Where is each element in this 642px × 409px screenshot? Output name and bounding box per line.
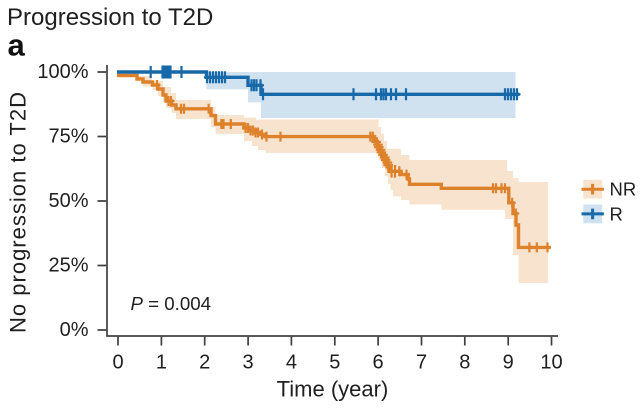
- svg-text:3: 3: [243, 352, 254, 374]
- svg-text:Progression to T2D: Progression to T2D: [7, 4, 213, 31]
- svg-text:7: 7: [416, 352, 427, 374]
- svg-text:0: 0: [112, 352, 123, 374]
- svg-text:75%: 75%: [48, 126, 88, 148]
- svg-text:0%: 0%: [60, 319, 89, 341]
- svg-text:100%: 100%: [37, 61, 88, 83]
- svg-text:P = 0.004: P = 0.004: [131, 293, 212, 314]
- svg-text:25%: 25%: [48, 255, 88, 277]
- svg-text:5: 5: [329, 352, 340, 374]
- svg-text:4: 4: [286, 352, 297, 374]
- svg-text:8: 8: [459, 352, 470, 374]
- svg-text:10: 10: [540, 352, 562, 374]
- svg-text:9: 9: [503, 352, 514, 374]
- svg-text:50%: 50%: [48, 190, 88, 212]
- svg-text:1: 1: [156, 352, 167, 374]
- svg-text:Time (year): Time (year): [277, 377, 389, 402]
- svg-text:6: 6: [373, 352, 384, 374]
- svg-text:a: a: [8, 28, 26, 63]
- svg-text:NR: NR: [610, 179, 637, 200]
- svg-text:R: R: [610, 203, 623, 224]
- svg-text:No progression to T2D: No progression to T2D: [6, 91, 31, 333]
- svg-text:2: 2: [199, 352, 210, 374]
